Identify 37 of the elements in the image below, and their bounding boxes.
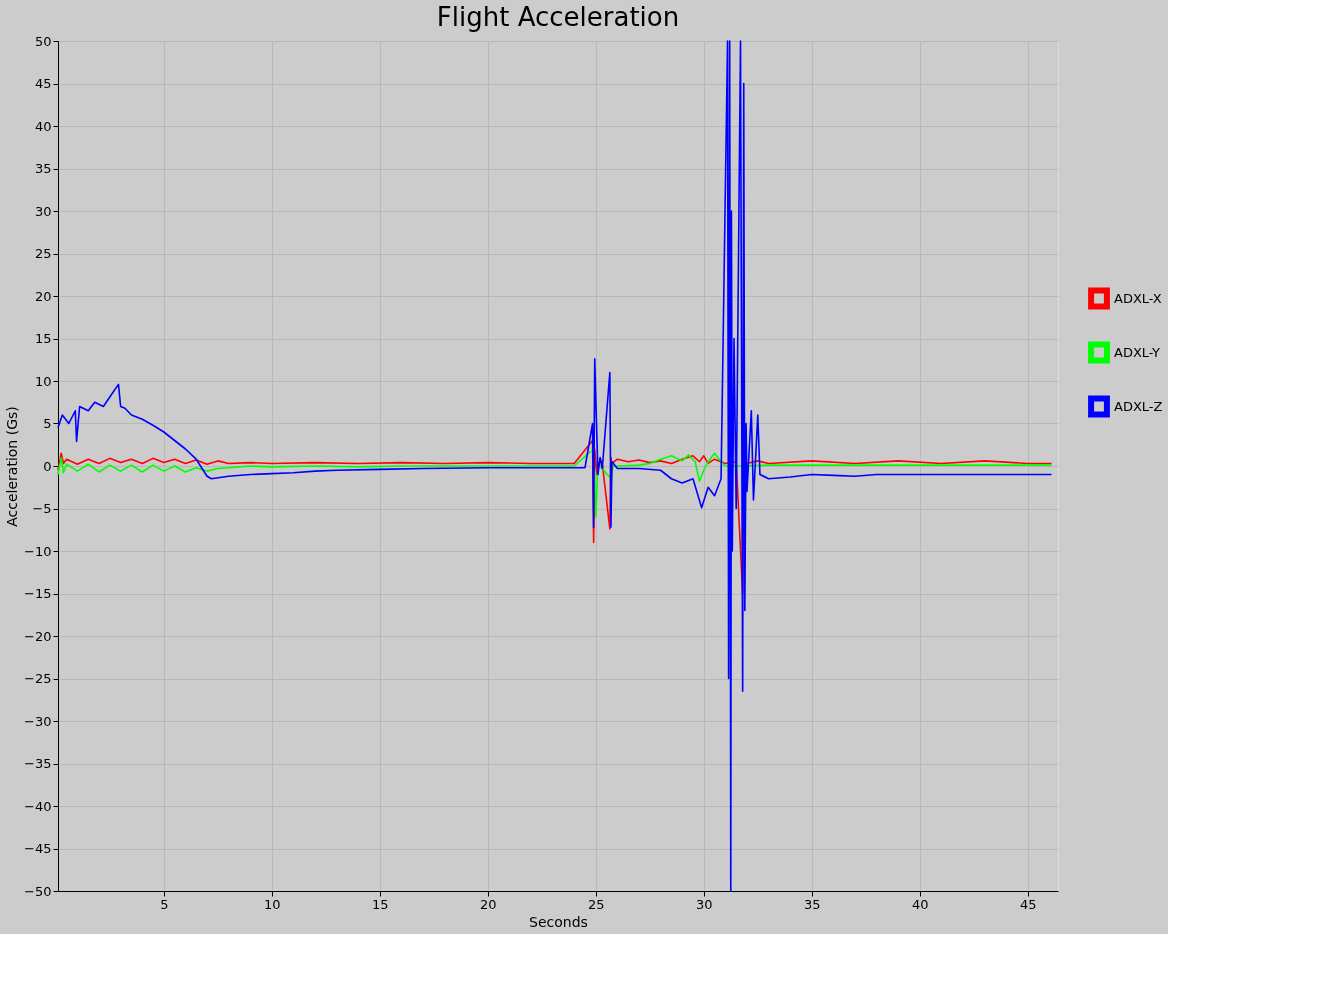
- y-tick-label: −20: [24, 628, 52, 644]
- legend-label: ADXL-X: [1114, 290, 1162, 306]
- x-tick-label: 30: [696, 896, 713, 912]
- line-series: [57, 448, 1053, 518]
- y-tick-label: 5: [43, 416, 52, 431]
- y-tick-label: −40: [24, 798, 52, 814]
- y-tick-label: 35: [34, 161, 52, 176]
- y-tick-label: 10: [34, 373, 52, 389]
- x-tick-label: 10: [264, 896, 281, 912]
- y-tick-label: −30: [24, 713, 52, 729]
- x-tick-label: 35: [804, 896, 821, 912]
- x-tick-label: 25: [588, 896, 605, 912]
- legend-label: ADXL-Y: [1114, 344, 1160, 360]
- y-tick-label: 0: [43, 458, 52, 474]
- y-tick-label: 25: [34, 246, 52, 261]
- legend-label: ADXL-Z: [1114, 398, 1163, 414]
- x-tick-label: 5: [160, 896, 169, 912]
- y-axis-title: Acceleration (Gs): [4, 406, 21, 527]
- y-tick-label: 40: [34, 118, 52, 134]
- x-tick-label: 15: [372, 896, 389, 912]
- y-tick-label: −45: [24, 841, 52, 856]
- y-tick-label: −5: [32, 501, 52, 516]
- y-tick-label: −25: [24, 671, 52, 686]
- y-tick-label: 45: [34, 76, 52, 91]
- y-tick-label: −15: [24, 586, 52, 601]
- x-axis-title: Seconds: [529, 913, 588, 930]
- y-tick-label: 15: [34, 331, 52, 346]
- x-tick-label: 40: [912, 896, 929, 912]
- y-tick-label: 20: [34, 288, 52, 304]
- y-tick-label: −50: [24, 883, 52, 899]
- y-tick-label: −10: [24, 543, 52, 559]
- x-tick-label: 45: [1019, 896, 1037, 912]
- y-tick-label: −35: [24, 756, 52, 771]
- x-tick-label: 20: [480, 896, 497, 912]
- y-tick-label: 30: [34, 203, 52, 219]
- chart-title: Flight Acceleration: [436, 2, 680, 32]
- y-tick-label: 50: [34, 33, 52, 49]
